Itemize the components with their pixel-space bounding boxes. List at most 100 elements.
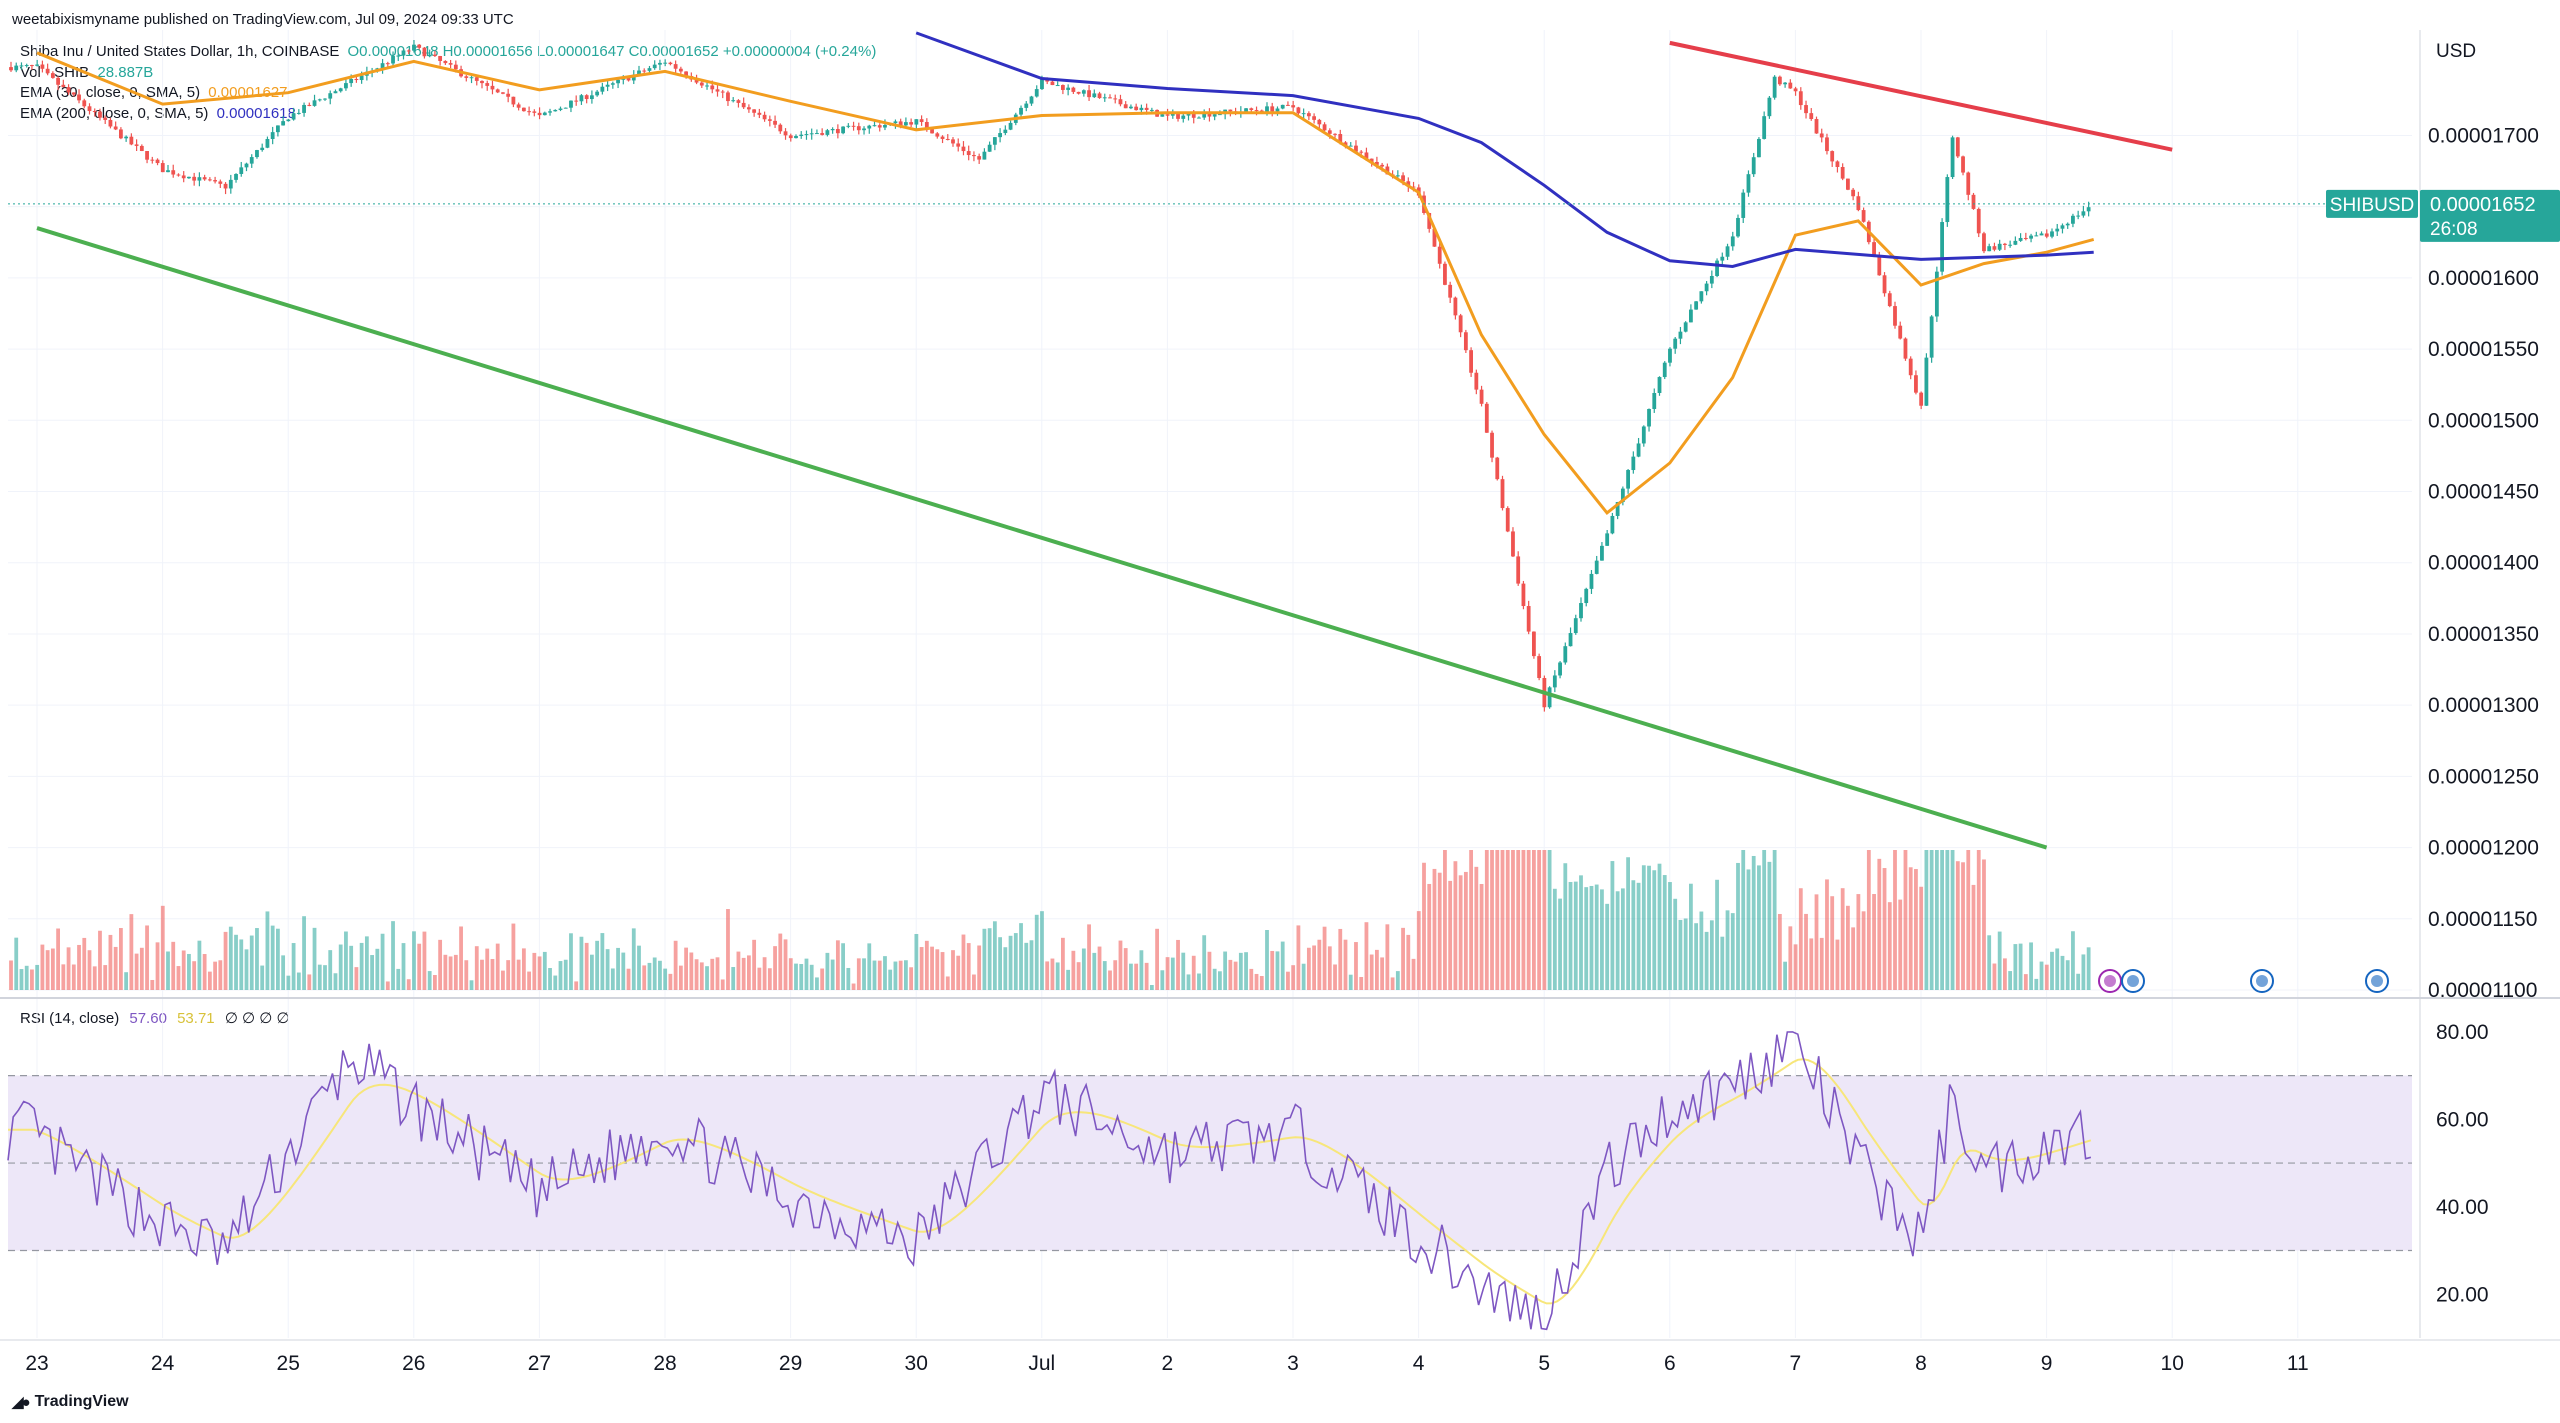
volume-bar	[516, 959, 521, 990]
rsi-background	[8, 1074, 2412, 1252]
volume-bar	[548, 968, 552, 990]
candle-body	[134, 144, 139, 146]
volume-bar	[1275, 951, 1280, 990]
time-tick-label: 6	[1664, 1352, 1676, 1375]
candle-body	[187, 176, 191, 179]
footer-brand[interactable]: ◢● TradingView	[12, 1393, 129, 1411]
volume-bar	[1652, 870, 1657, 990]
volume-bar	[1547, 850, 1552, 990]
volume-bar	[2029, 942, 2033, 990]
candle-body	[1772, 76, 1777, 98]
volume-bars	[9, 850, 2091, 990]
volume-bar	[2071, 931, 2075, 990]
symbol-description[interactable]: Shiba Inu / United States Dollar, 1h, CO…	[20, 43, 340, 60]
candle-body	[228, 179, 233, 189]
volume-bar	[312, 927, 317, 990]
volume-bar	[1950, 850, 1955, 990]
volume-bar	[1558, 898, 1562, 990]
candle-body	[1463, 332, 1468, 351]
volume-bar	[1463, 871, 1468, 990]
candle-body	[333, 91, 338, 94]
volume-bar	[1113, 960, 1118, 990]
candle-body	[103, 117, 108, 120]
publisher-line: weetabixismyname published on TradingVie…	[12, 11, 514, 28]
candle-body	[574, 100, 579, 102]
volume-bar	[50, 948, 55, 990]
volume-bar	[249, 935, 254, 990]
volume-bar	[234, 934, 238, 990]
volume-bar	[521, 948, 526, 990]
candle-body	[600, 86, 605, 92]
candle-body	[1129, 106, 1133, 109]
candle-body	[396, 55, 401, 57]
volume-bar	[469, 980, 474, 990]
volume-bar	[2013, 944, 2018, 990]
volume-bar	[1165, 957, 1170, 990]
candle-body	[77, 94, 81, 101]
rsi-label[interactable]: RSI (14, close)	[20, 1010, 120, 1027]
indicator-lines	[7, 31, 2412, 1331]
volume-bar	[391, 921, 395, 990]
candle-body	[762, 114, 767, 120]
volume-bar	[98, 930, 102, 990]
candle-body	[553, 109, 558, 112]
candle-body	[1552, 675, 1557, 688]
us-flag-icon-dot	[2371, 975, 2383, 987]
rsi-tick-label: 20.00	[2436, 1283, 2489, 1306]
volume-bar	[1694, 923, 1699, 990]
candle-body	[1286, 104, 1290, 106]
candle-body	[401, 50, 406, 56]
price-tick-label: 0.00001600	[2428, 267, 2539, 290]
volume-bar	[1526, 850, 1531, 990]
candle-body	[1134, 106, 1139, 111]
candle-body	[1317, 119, 1322, 125]
volume-bar	[527, 971, 531, 990]
candle-body	[249, 157, 254, 164]
candle-body	[1511, 531, 1515, 557]
volume-bar	[1144, 962, 1149, 990]
candle-body	[537, 112, 542, 116]
volume-bar	[668, 973, 673, 990]
ema200-label[interactable]: EMA (200, close, 0, SMA, 5)	[20, 104, 209, 122]
volume-bar	[417, 943, 422, 990]
currency-unit-button[interactable]: USD	[2436, 41, 2477, 62]
candle-body	[317, 99, 322, 101]
volume-bar	[1186, 974, 1191, 990]
volume-bar	[1866, 850, 1871, 990]
candle-body	[1071, 87, 1076, 92]
volume-bar	[1851, 927, 1856, 990]
candle-body	[1118, 99, 1123, 105]
candle-body	[1662, 362, 1667, 378]
volume-bar	[699, 962, 704, 990]
candle-body	[1887, 293, 1892, 307]
candle-body	[302, 104, 306, 113]
volume-bar	[998, 937, 1002, 990]
candle-body	[1610, 515, 1615, 534]
candle-body	[92, 111, 97, 113]
volume-bar	[767, 968, 772, 990]
candle-body	[1579, 603, 1583, 619]
candle-body	[1301, 113, 1306, 115]
volume-bar	[914, 933, 919, 990]
volume-bar	[1390, 977, 1395, 990]
candle-body	[1835, 161, 1840, 167]
candle-body	[1207, 112, 1212, 117]
volume-bar	[778, 933, 783, 990]
volume-bar	[752, 939, 757, 990]
candle-body	[1066, 87, 1071, 90]
candle-body	[291, 113, 296, 120]
candle-body	[1997, 243, 2002, 250]
volume-bar	[213, 961, 217, 990]
volume-bar	[302, 916, 306, 990]
candle-body	[1657, 377, 1662, 393]
candle-body	[773, 120, 777, 125]
volume-bar	[1369, 954, 1374, 990]
candle-body	[1788, 82, 1793, 89]
ema30-label[interactable]: EMA (30, close, 0, SMA, 5)	[20, 84, 201, 101]
volume-bar	[1395, 971, 1400, 990]
candle-body	[809, 133, 814, 135]
volume-bar	[1406, 934, 1411, 990]
candle-body	[747, 107, 751, 110]
volume-bar	[1955, 861, 1960, 990]
